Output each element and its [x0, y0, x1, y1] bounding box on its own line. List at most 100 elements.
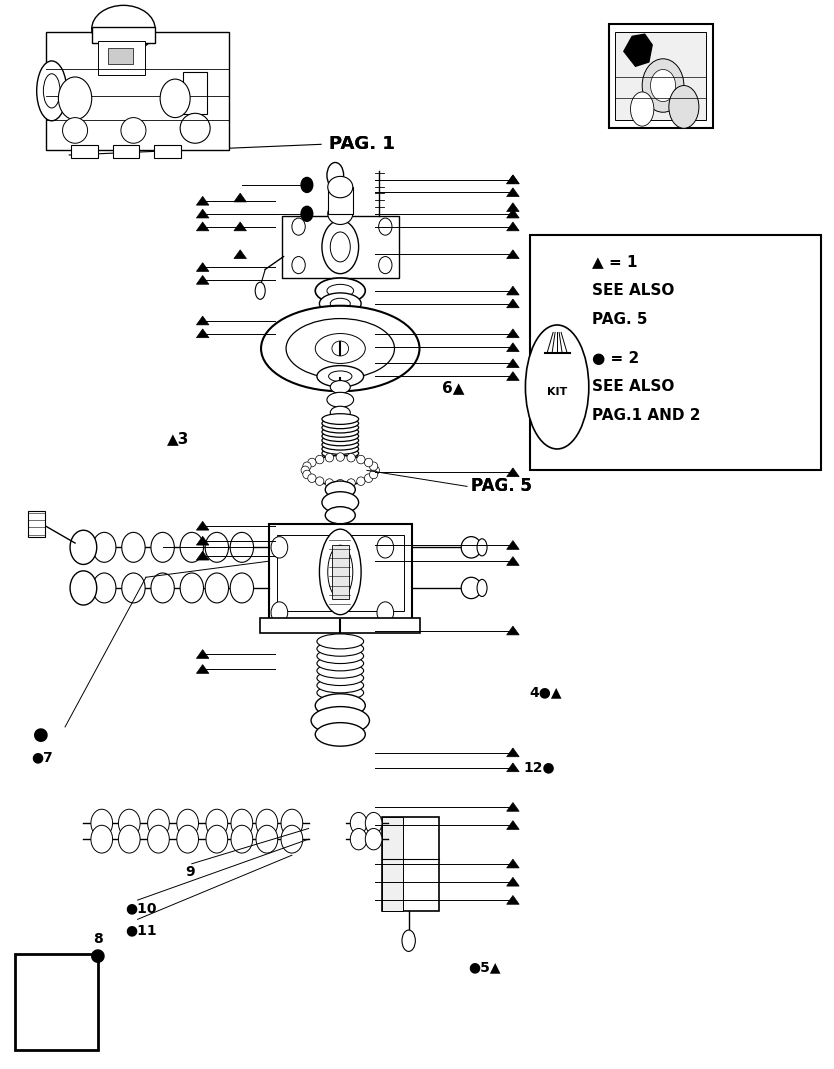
Polygon shape [196, 522, 208, 530]
Ellipse shape [205, 573, 229, 603]
Polygon shape [507, 468, 519, 477]
Ellipse shape [151, 532, 174, 562]
Ellipse shape [317, 663, 364, 678]
Polygon shape [196, 537, 208, 545]
Ellipse shape [328, 176, 353, 198]
Ellipse shape [347, 453, 355, 462]
Polygon shape [234, 250, 246, 259]
Ellipse shape [402, 930, 415, 951]
FancyBboxPatch shape [269, 524, 412, 620]
FancyBboxPatch shape [615, 32, 706, 120]
Ellipse shape [255, 282, 265, 299]
Ellipse shape [336, 453, 344, 462]
FancyBboxPatch shape [113, 145, 139, 158]
FancyBboxPatch shape [183, 72, 207, 114]
Ellipse shape [330, 207, 340, 214]
Ellipse shape [330, 232, 350, 262]
FancyBboxPatch shape [328, 187, 353, 214]
Ellipse shape [330, 213, 340, 219]
Ellipse shape [319, 529, 361, 615]
Polygon shape [507, 372, 519, 381]
Ellipse shape [322, 427, 359, 437]
Polygon shape [507, 222, 519, 231]
Ellipse shape [311, 707, 369, 734]
Polygon shape [507, 859, 519, 868]
Polygon shape [507, 343, 519, 352]
Ellipse shape [315, 723, 365, 746]
Text: ●10: ●10 [125, 901, 157, 916]
Ellipse shape [148, 825, 169, 853]
FancyBboxPatch shape [98, 41, 145, 75]
Text: ●11: ●11 [125, 923, 157, 938]
Polygon shape [507, 748, 519, 757]
Ellipse shape [317, 685, 364, 700]
Polygon shape [507, 286, 519, 295]
Polygon shape [196, 552, 208, 560]
Polygon shape [196, 316, 208, 325]
Ellipse shape [180, 573, 203, 603]
Polygon shape [507, 175, 519, 184]
Polygon shape [196, 197, 208, 205]
Ellipse shape [322, 414, 359, 424]
Polygon shape [624, 34, 652, 66]
Text: ●: ● [90, 947, 106, 964]
Polygon shape [507, 541, 519, 549]
Ellipse shape [325, 507, 355, 524]
Ellipse shape [37, 61, 67, 121]
Ellipse shape [379, 257, 392, 274]
Ellipse shape [303, 462, 311, 470]
Ellipse shape [230, 532, 254, 562]
Text: ●7: ●7 [32, 749, 53, 764]
Polygon shape [507, 803, 519, 811]
Ellipse shape [301, 466, 309, 475]
Ellipse shape [315, 694, 365, 717]
Ellipse shape [330, 381, 350, 393]
Ellipse shape [325, 453, 334, 462]
Text: 9: 9 [185, 865, 195, 880]
Ellipse shape [91, 809, 113, 837]
Ellipse shape [63, 118, 88, 143]
Text: PAG. 1: PAG. 1 [329, 136, 395, 153]
Ellipse shape [322, 439, 359, 450]
Ellipse shape [322, 431, 359, 441]
Polygon shape [507, 175, 519, 184]
Ellipse shape [121, 118, 146, 143]
Ellipse shape [330, 218, 340, 224]
Circle shape [301, 206, 313, 221]
Ellipse shape [377, 602, 394, 623]
Ellipse shape [364, 459, 373, 467]
Polygon shape [507, 626, 519, 635]
Text: ●5▲: ●5▲ [469, 960, 501, 975]
Ellipse shape [322, 444, 359, 454]
Polygon shape [507, 203, 519, 212]
Ellipse shape [328, 203, 353, 224]
Ellipse shape [206, 809, 228, 837]
Ellipse shape [231, 809, 253, 837]
Text: ●: ● [33, 727, 49, 744]
Polygon shape [507, 299, 519, 308]
FancyBboxPatch shape [260, 618, 420, 633]
Ellipse shape [350, 828, 367, 850]
Ellipse shape [371, 466, 379, 475]
Polygon shape [507, 557, 519, 566]
Ellipse shape [642, 59, 684, 112]
Polygon shape [507, 878, 519, 886]
Ellipse shape [317, 634, 364, 649]
Ellipse shape [281, 825, 303, 853]
Polygon shape [507, 210, 519, 218]
Text: 12●: 12● [524, 760, 555, 775]
Ellipse shape [91, 825, 113, 853]
Text: SEE ALSO: SEE ALSO [592, 379, 675, 394]
Ellipse shape [58, 77, 92, 120]
Ellipse shape [281, 809, 303, 837]
FancyBboxPatch shape [92, 27, 155, 43]
Ellipse shape [92, 5, 155, 52]
Ellipse shape [256, 825, 278, 853]
FancyBboxPatch shape [282, 216, 399, 278]
Ellipse shape [357, 477, 365, 485]
Ellipse shape [322, 422, 359, 433]
Text: SEE ALSO: SEE ALSO [592, 283, 675, 298]
Ellipse shape [357, 455, 365, 464]
Ellipse shape [271, 537, 288, 558]
Text: 6▲: 6▲ [442, 381, 465, 396]
